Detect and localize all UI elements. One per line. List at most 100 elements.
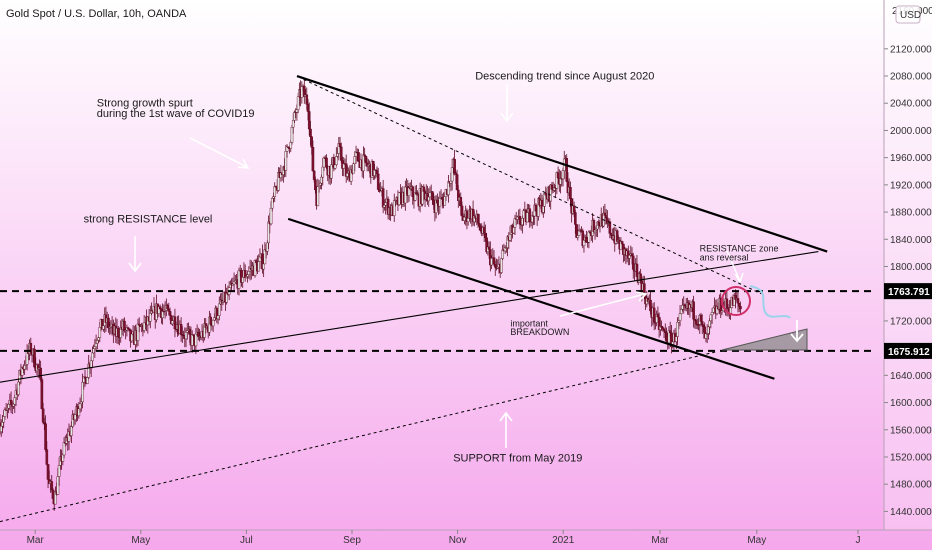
currency-badge[interactable] [895, 5, 921, 24]
upper-dashed-line [303, 78, 762, 295]
candle-down [652, 307, 656, 323]
candle-up [508, 234, 512, 241]
candle-up [6, 408, 9, 410]
candle-up [681, 305, 684, 310]
candle-up [296, 96, 300, 110]
candle-up [241, 277, 245, 283]
candle-up [216, 315, 220, 320]
candle-down [726, 307, 730, 310]
price-level-labels: 1763.791 1675.912 [884, 283, 932, 359]
candle-down [604, 215, 608, 219]
y-tick-label: 1440.000 [890, 507, 932, 518]
candle-up [322, 157, 326, 168]
candle-up [2, 416, 5, 423]
candle-up [438, 198, 442, 207]
arrow-up-support-icon [499, 411, 513, 448]
candle-down [649, 299, 652, 312]
candle-up [384, 202, 387, 206]
candle-down [363, 154, 366, 157]
arrow-zone-icon [726, 250, 744, 284]
candle-up [449, 180, 453, 184]
candle-up [94, 343, 98, 347]
candle-up [679, 309, 683, 314]
y-tick-label: 1640.000 [890, 371, 932, 382]
candle-down [209, 316, 212, 325]
candle-up [247, 271, 251, 275]
candle-up [362, 154, 365, 172]
candle-down [737, 303, 741, 307]
candle-up [404, 186, 407, 204]
candle-down [311, 147, 315, 172]
candle-up [512, 227, 516, 234]
candle-down [736, 298, 740, 304]
candle-up [675, 336, 678, 342]
candle-up [428, 192, 432, 198]
annotation-support-may: SUPPORT from May 2019 [453, 453, 582, 465]
candle-up [130, 333, 134, 342]
y-tick-label: 1600.000 [890, 398, 932, 409]
candle-down [107, 317, 110, 329]
candle-up [0, 425, 3, 433]
candle-down [699, 315, 703, 322]
candle-up [709, 314, 713, 322]
candle-up [184, 332, 188, 340]
candle-down [116, 328, 120, 337]
candle-up [98, 327, 102, 338]
x-tick-label: Jul [240, 535, 253, 546]
candle-down [725, 298, 729, 308]
support-dashed-line [0, 351, 718, 523]
candle-up [712, 307, 715, 313]
candle-up [96, 340, 99, 344]
candle-down [123, 320, 126, 331]
y-tick-label: 1520.000 [890, 452, 932, 463]
arrow-down-resistance-icon [128, 236, 142, 273]
candle-up [12, 403, 15, 407]
x-tick-label: Sep [343, 535, 361, 546]
candle-up [678, 313, 682, 321]
rising-resistance-line [0, 250, 819, 383]
time-axis-ticks: Mar May Jul Sep Nov 2021 Mar May J [27, 530, 861, 546]
candle-down [33, 348, 36, 368]
candle-down [381, 188, 385, 208]
desc-upper-line [296, 74, 828, 253]
candle-up [136, 323, 140, 341]
candle-down [454, 172, 458, 175]
y-tick-label: 1960.000 [890, 153, 932, 164]
candle-up [320, 176, 323, 184]
candle-down [44, 423, 47, 450]
candle-down [692, 301, 695, 320]
candle-up [80, 401, 83, 405]
candle-up [346, 173, 349, 177]
candle-up [93, 346, 97, 349]
candle-up [23, 365, 26, 370]
candle-up [273, 186, 277, 197]
candle-up [217, 303, 221, 316]
candle-down [663, 330, 667, 333]
candle-up [246, 274, 249, 277]
candle-down [556, 172, 560, 179]
currency-label: USD [900, 10, 921, 21]
candle-down [41, 408, 45, 423]
candle-up [263, 249, 267, 265]
candle-down [569, 186, 572, 200]
candle-up [561, 170, 565, 180]
candle-up [707, 326, 710, 334]
candle-up [397, 192, 401, 205]
candle-down [173, 316, 177, 330]
candle-up [266, 242, 269, 252]
annotation-growth-1: Strong growth spurt [97, 98, 193, 110]
candle-up [257, 261, 261, 272]
x-tick-label: Nov [449, 535, 467, 546]
resistance-circle[interactable] [721, 286, 751, 316]
candle-up [17, 381, 20, 395]
candle-up [352, 163, 355, 174]
candle-up [447, 181, 450, 195]
candle-down [661, 327, 665, 330]
candle-down [440, 197, 444, 200]
candle-up [710, 312, 714, 316]
candle-down [665, 332, 668, 342]
desc-lower-line [287, 217, 775, 380]
x-tick-label: J [856, 535, 861, 546]
candle-down [83, 376, 87, 379]
